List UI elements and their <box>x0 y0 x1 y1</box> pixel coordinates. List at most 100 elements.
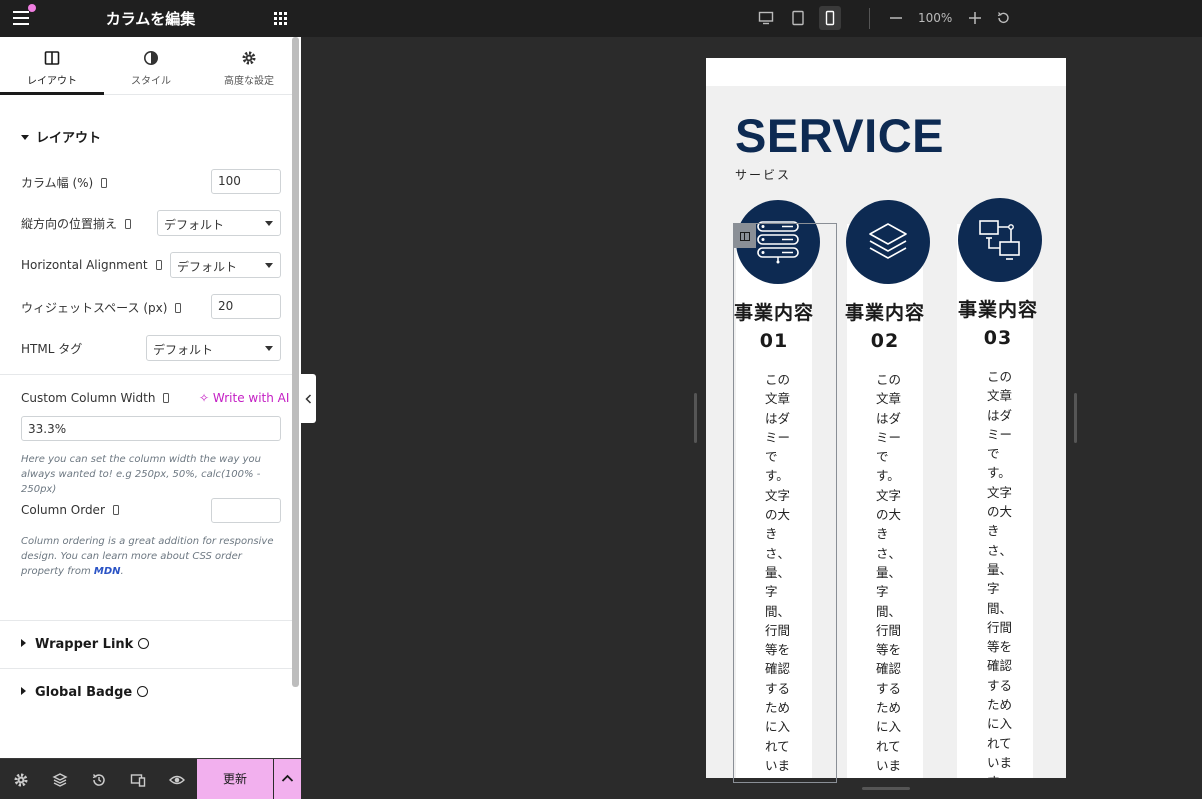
caret-down-icon <box>21 135 29 140</box>
resize-handle-right[interactable] <box>1074 393 1077 443</box>
caret-right-icon <box>21 687 26 695</box>
panel-collapse-button[interactable] <box>301 374 316 423</box>
column-order-help: Column ordering is a great addition for … <box>21 534 286 579</box>
service-title-1[interactable]: 事業内容 01 <box>733 302 814 352</box>
editor-panel: カラムを編集 レイアウト スタイル 高度な設定 レイアウト カラム幅 (%) 1… <box>0 0 301 799</box>
panel-title: カラムを編集 <box>105 10 196 28</box>
service-body-3[interactable]: この文章はダミーです。文字の大きさ、量、字間、行間等を確認するために入れています… <box>987 369 1013 778</box>
server-icon <box>757 221 799 264</box>
mobile-icon[interactable] <box>112 505 119 515</box>
tab-advanced[interactable]: 高度な設定 <box>198 37 300 95</box>
toolbar-separator <box>869 8 870 29</box>
chevron-up-icon <box>281 774 294 782</box>
publish-options-button[interactable] <box>274 759 301 799</box>
column-width-text: カラム幅 (%) <box>21 176 94 190</box>
vertical-align-text: 縦方向の位置揃え <box>21 217 118 231</box>
contrast-icon <box>144 51 158 65</box>
service-column-1[interactable] <box>736 224 812 778</box>
panel-scrollbar[interactable] <box>292 37 299 687</box>
mdn-link[interactable]: MDN <box>93 566 121 577</box>
accordion-wrapper-link[interactable]: Wrapper Link <box>21 637 150 652</box>
top-toolbar: 100% <box>301 0 1202 37</box>
chevron-left-icon <box>305 394 312 404</box>
write-with-ai-button[interactable]: ✧ Write with AI <box>199 391 289 405</box>
device-tablet-button[interactable] <box>787 6 809 30</box>
widget-space-label: ウィジェットスペース (px) <box>21 299 182 316</box>
html-tag-value: デフォルト <box>153 343 214 357</box>
menu-icon[interactable] <box>13 11 29 25</box>
custom-width-help: Here you can set the column width the wa… <box>21 454 261 495</box>
tab-layout[interactable]: レイアウト <box>0 37 104 95</box>
eye-icon[interactable] <box>169 772 185 788</box>
column-edit-handle[interactable] <box>734 224 756 248</box>
horizontal-align-label: Horizontal Alignment <box>21 258 162 272</box>
tab-advanced-label: 高度な設定 <box>224 76 274 87</box>
horizontal-align-select[interactable]: デフォルト <box>170 252 281 278</box>
gear-icon <box>242 51 256 65</box>
mobile-icon[interactable] <box>125 219 132 229</box>
global-badge-label: Global Badge <box>35 685 133 700</box>
vertical-align-select[interactable]: デフォルト <box>157 210 281 236</box>
column-width-input[interactable]: 100 <box>211 169 281 194</box>
chevron-down-icon <box>265 263 273 268</box>
horizontal-align-value: デフォルト <box>177 260 238 274</box>
custom-width-input[interactable]: 33.3% <box>21 416 281 441</box>
resize-handle-left[interactable] <box>694 393 697 443</box>
device-mobile-button[interactable] <box>819 6 841 30</box>
service-heading[interactable]: SERVICE <box>735 109 944 162</box>
html-tag-label: HTML タグ <box>21 342 83 356</box>
divider <box>0 668 292 669</box>
widgets-grid-icon[interactable] <box>274 12 287 25</box>
pro-badge-icon <box>137 686 149 697</box>
vertical-align-label: 縦方向の位置揃え <box>21 215 132 232</box>
responsive-icon[interactable] <box>130 772 146 788</box>
mobile-icon[interactable] <box>101 178 108 188</box>
service-body-2[interactable]: この文章はダミーです。文字の大きさ、量、字間、行間等を確認するために入れています… <box>876 372 902 778</box>
desktop-icon <box>758 11 774 25</box>
sparkle-icon: ✧ <box>199 391 210 405</box>
zoom-out-icon[interactable] <box>888 9 904 27</box>
columns-icon <box>44 51 60 65</box>
mobile-icon[interactable] <box>175 303 182 313</box>
horizontal-align-text: Horizontal Alignment <box>21 258 148 272</box>
network-icon <box>979 220 1020 260</box>
accordion-global-badge[interactable]: Global Badge <box>21 685 149 700</box>
resize-handle-bottom[interactable] <box>862 787 910 790</box>
tab-style-label: スタイル <box>131 76 171 87</box>
column-order-text: Column Order <box>21 503 105 517</box>
service-title-3[interactable]: 事業内容 03 <box>957 299 1038 349</box>
service-column-3[interactable] <box>957 224 1033 778</box>
update-button[interactable]: 更新 <box>197 759 273 799</box>
column-order-help-text: Column ordering is a great addition for … <box>21 536 274 577</box>
section-layout-title[interactable]: レイアウト <box>21 127 101 146</box>
divider <box>0 374 292 375</box>
service-icon-circle-3[interactable] <box>958 198 1042 282</box>
settings-icon[interactable] <box>13 772 29 788</box>
reset-zoom-icon[interactable] <box>995 9 1011 27</box>
tab-layout-label: レイアウト <box>27 76 77 87</box>
mobile-icon[interactable] <box>163 393 170 403</box>
service-column-2[interactable] <box>847 224 923 778</box>
column-order-input[interactable] <box>211 498 281 523</box>
history-icon[interactable] <box>91 772 107 788</box>
mobile-icon <box>825 10 835 26</box>
layers-icon <box>869 223 907 259</box>
layers-icon[interactable] <box>52 772 68 788</box>
vertical-align-value: デフォルト <box>164 218 225 232</box>
service-title-2[interactable]: 事業内容 02 <box>844 302 925 352</box>
write-with-ai-label: Write with AI <box>212 391 290 405</box>
service-icon-circle-2[interactable] <box>846 200 930 284</box>
zoom-in-icon[interactable] <box>967 9 983 27</box>
service-subheading[interactable]: サービス <box>735 168 792 182</box>
page-preview: SERVICE サービス 事業内容 01 この文章はダミーです。文字の大きさ、量… <box>706 58 1066 778</box>
widget-space-input[interactable]: 20 <box>211 294 281 319</box>
tab-style[interactable]: スタイル <box>104 37 198 95</box>
custom-width-text: Custom Column Width <box>21 391 156 405</box>
divider <box>0 620 292 621</box>
device-desktop-button[interactable] <box>755 6 777 30</box>
caret-right-icon <box>21 639 26 647</box>
html-tag-select[interactable]: デフォルト <box>146 335 281 361</box>
widget-space-text: ウィジェットスペース (px) <box>21 301 168 315</box>
service-body-1[interactable]: この文章はダミーです。文字の大きさ、量、字間、行間等を確認するために入れています… <box>765 372 791 778</box>
mobile-icon[interactable] <box>155 260 162 270</box>
